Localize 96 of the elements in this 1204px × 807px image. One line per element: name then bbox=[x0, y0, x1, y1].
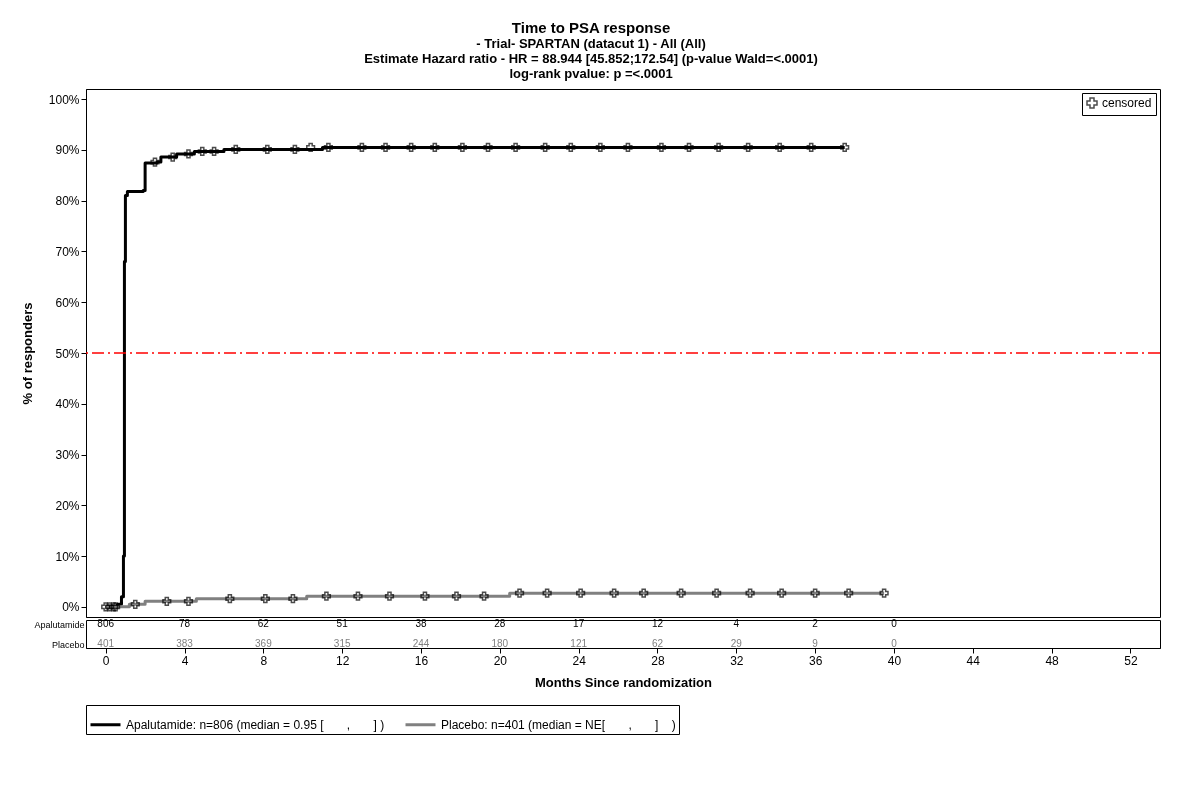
point bbox=[150, 157, 160, 167]
legend-label: Apalutamide: n=806 (median = 0.95 [ , ] ) bbox=[126, 717, 385, 732]
point bbox=[510, 142, 521, 153]
point bbox=[260, 594, 270, 604]
point bbox=[420, 591, 430, 601]
text: 369 bbox=[255, 638, 273, 649]
point bbox=[451, 591, 462, 601]
x-tick-label: 36 bbox=[808, 653, 823, 668]
point bbox=[225, 594, 235, 604]
point bbox=[457, 142, 468, 153]
y-tick-label: 100% bbox=[48, 92, 80, 107]
chart-title: Time to PSA response bbox=[511, 18, 671, 36]
point bbox=[430, 142, 440, 153]
y-tick-label: 20% bbox=[55, 498, 80, 513]
point bbox=[105, 602, 115, 612]
x-tick-label: 8 bbox=[260, 653, 268, 668]
point bbox=[384, 591, 395, 601]
x-tick-label: 24 bbox=[572, 653, 587, 668]
point bbox=[542, 588, 552, 598]
point bbox=[183, 596, 194, 606]
x-axis-title: Months Since randomization bbox=[535, 674, 713, 690]
y-tick-label: 10% bbox=[55, 549, 80, 564]
point bbox=[380, 142, 391, 153]
x-tick-label: 48 bbox=[1045, 653, 1060, 668]
point bbox=[810, 588, 820, 598]
text: 383 bbox=[176, 638, 194, 649]
x-tick-label: 52 bbox=[1124, 653, 1138, 668]
point bbox=[479, 591, 489, 601]
point bbox=[321, 591, 332, 601]
point bbox=[713, 142, 724, 153]
point bbox=[162, 596, 172, 606]
text: 121 bbox=[570, 638, 588, 649]
point bbox=[197, 146, 207, 157]
point bbox=[676, 588, 686, 598]
point bbox=[540, 142, 550, 153]
point bbox=[840, 142, 850, 153]
point bbox=[353, 591, 363, 601]
point bbox=[879, 588, 889, 598]
text: 401 bbox=[97, 638, 115, 649]
text: 62 bbox=[651, 638, 664, 649]
y-tick-label: 90% bbox=[55, 143, 80, 158]
x-tick-label: 4 bbox=[181, 653, 189, 668]
text: Apalutamide bbox=[34, 619, 85, 630]
y-tick-label: 40% bbox=[55, 397, 80, 412]
point bbox=[306, 142, 316, 153]
point bbox=[357, 142, 367, 153]
point bbox=[656, 142, 667, 153]
point bbox=[514, 588, 525, 598]
point bbox=[183, 149, 194, 159]
point bbox=[743, 142, 753, 153]
chart-subtitle: - Trial- SPARTAN (datacut 1) - All (All) Estimate Hazard ratio - HR = 88.944 [45.852;172.54] (p-value Wald=<.0001) log-rank pvalue: p =<.0001 bbox=[364, 35, 818, 81]
point bbox=[711, 588, 722, 598]
point bbox=[576, 588, 586, 598]
point bbox=[262, 144, 272, 155]
point bbox=[483, 142, 493, 153]
x-tick-label: 32 bbox=[730, 653, 744, 668]
point bbox=[168, 152, 178, 162]
point bbox=[684, 142, 694, 153]
point bbox=[231, 144, 241, 155]
point bbox=[806, 142, 816, 153]
point bbox=[566, 142, 576, 153]
point bbox=[130, 599, 140, 609]
legend-label: Placebo: n=401 (median = NE[ , ] ) bbox=[441, 717, 676, 732]
point bbox=[290, 144, 300, 155]
y-axis-title: % of responders bbox=[19, 302, 35, 405]
text: Placebo bbox=[51, 639, 85, 650]
x-tick-label: 16 bbox=[414, 653, 429, 668]
legend-label: censored bbox=[1102, 96, 1152, 110]
point bbox=[775, 142, 785, 153]
x-tick-label: 0 bbox=[102, 653, 110, 668]
point bbox=[609, 588, 619, 598]
x-tick-label: 12 bbox=[336, 653, 350, 668]
y-tick-label: 50% bbox=[55, 346, 80, 361]
text: 29 bbox=[730, 638, 742, 649]
text: 244 bbox=[412, 638, 430, 649]
point bbox=[209, 146, 219, 157]
x-tick-label: 40 bbox=[887, 653, 902, 668]
text: 0 bbox=[891, 638, 898, 649]
y-tick-label: 70% bbox=[55, 244, 80, 259]
point bbox=[745, 588, 755, 598]
y-tick-label: 60% bbox=[55, 295, 80, 310]
y-tick-label: 80% bbox=[55, 194, 80, 209]
point bbox=[777, 588, 787, 598]
y-tick-label: 0% bbox=[62, 600, 80, 615]
x-tick-label: 20 bbox=[493, 653, 508, 668]
point bbox=[288, 594, 298, 604]
text: 315 bbox=[333, 638, 351, 649]
point bbox=[623, 142, 633, 153]
x-tick-label: 44 bbox=[966, 653, 981, 668]
point bbox=[844, 588, 854, 598]
point bbox=[595, 142, 605, 153]
point bbox=[406, 142, 416, 153]
text: 180 bbox=[491, 638, 509, 649]
x-tick-label: 28 bbox=[651, 653, 665, 668]
point bbox=[639, 588, 649, 598]
y-tick-label: 30% bbox=[55, 448, 80, 463]
